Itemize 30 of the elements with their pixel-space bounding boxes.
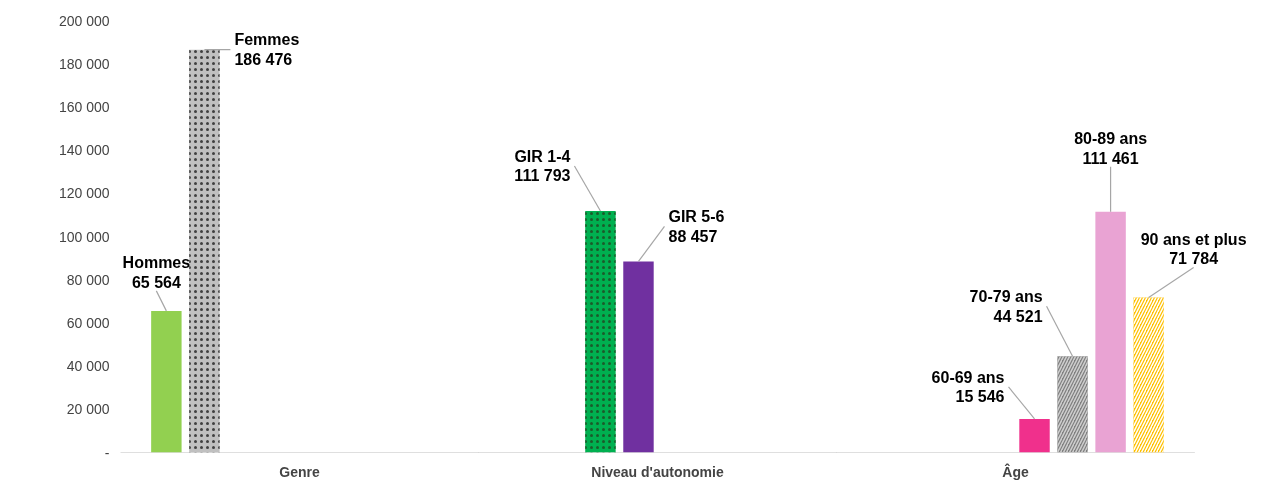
- series-label: Femmes: [234, 31, 300, 49]
- text: 80-89 ans: [1074, 130, 1148, 148]
- data-label: 111 793: [514, 167, 571, 185]
- y-tick-label: 40 000: [66, 358, 110, 375]
- text: 60-69 ans: [931, 368, 1005, 386]
- text: GIR 5-6: [668, 208, 725, 226]
- data-label: 15 546: [955, 388, 1005, 406]
- text: Hommes: [122, 254, 191, 272]
- data-label: 186 476: [234, 50, 293, 68]
- data-label: 111 461: [1082, 149, 1139, 167]
- y-tick-label: 100 000: [58, 228, 110, 245]
- text: 90 ans et plus: [1140, 230, 1247, 248]
- y-tick-label: 60 000: [66, 314, 110, 331]
- data-label: 44 521: [993, 307, 1043, 325]
- x-tick-label: Genre: [279, 463, 320, 480]
- text: GIR 1-4: [514, 147, 571, 165]
- y-tick-label: 20 000: [66, 401, 110, 418]
- y-tick-label: 160 000: [58, 98, 110, 115]
- y-tick-label: 140 000: [58, 142, 110, 159]
- data-label: 88 457: [668, 227, 718, 245]
- x-tick-label: Niveau d'autonomie: [591, 463, 724, 480]
- data-label: 65 564: [131, 273, 181, 291]
- y-tick-label: 120 000: [58, 185, 110, 202]
- y-tick-label: 80 000: [66, 271, 110, 288]
- text: 70-79 ans: [969, 288, 1043, 306]
- y-tick-label: 200 000: [58, 12, 110, 29]
- data-label: 71 784: [1169, 250, 1219, 268]
- x-tick-label: Âge: [1002, 462, 1029, 480]
- y-tick-label: -: [104, 444, 110, 461]
- y-tick-label: 180 000: [58, 55, 110, 72]
